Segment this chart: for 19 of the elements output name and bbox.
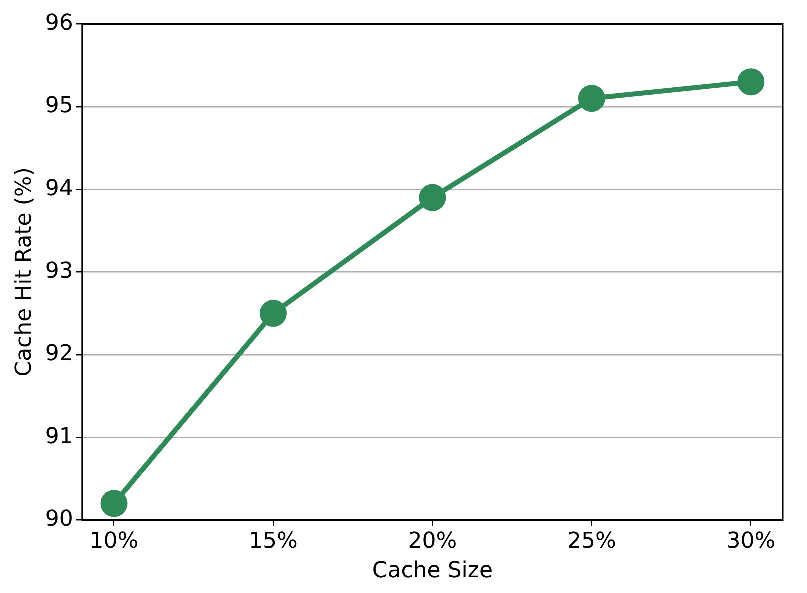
- point: [419, 184, 446, 212]
- y-tick-label: 92: [45, 342, 74, 367]
- y-tick-label: 95: [45, 94, 74, 119]
- x-tick-label: 25%: [567, 529, 616, 554]
- x-tick-label: 15%: [249, 529, 298, 554]
- y-tick-label: 93: [45, 258, 74, 284]
- x-tick-label: 20%: [408, 529, 458, 554]
- y-tick-label: 96: [45, 10, 74, 36]
- y-tick-label: 94: [45, 176, 74, 202]
- x-tick-label: 30%: [726, 529, 776, 554]
- x-tick-label: 10%: [90, 529, 139, 554]
- x-axis-title: Cache Size: [372, 558, 493, 584]
- y-axis-title: Cache Hit Rate (%): [12, 168, 37, 377]
- point: [738, 68, 765, 96]
- point: [100, 490, 128, 518]
- y-tick-label: 91: [45, 424, 74, 450]
- point: [578, 85, 606, 112]
- y-tick-label: 90: [45, 506, 74, 532]
- point: [260, 300, 287, 328]
